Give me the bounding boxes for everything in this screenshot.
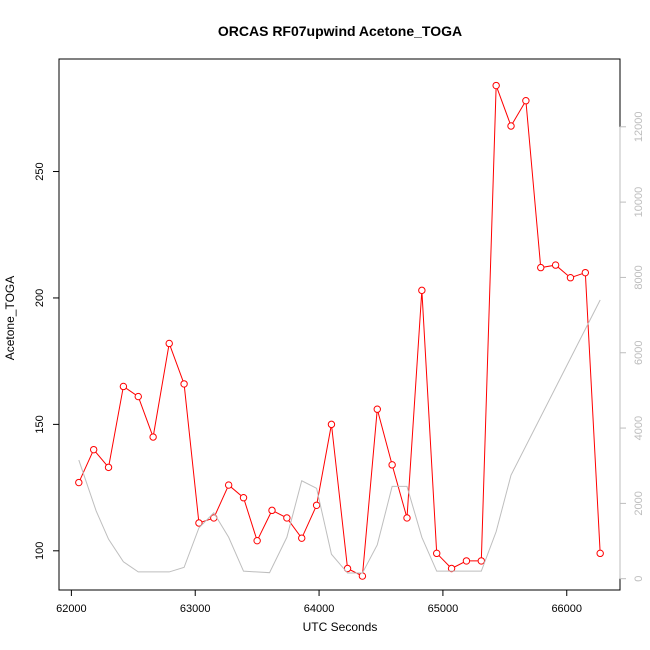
right-axis-tick-label: 4000 xyxy=(633,416,645,440)
data-point xyxy=(388,461,396,469)
primary-series-line xyxy=(78,85,601,577)
x-axis-tick-label: 63000 xyxy=(180,603,211,615)
data-point xyxy=(312,501,321,509)
data-point xyxy=(75,478,83,487)
data-point xyxy=(253,536,261,545)
data-point xyxy=(373,405,381,413)
y-axis-label: Acetone_TOGA xyxy=(3,276,17,361)
left-axis-tick-label: 200 xyxy=(34,289,46,307)
data-point xyxy=(433,549,441,558)
data-point xyxy=(537,263,545,272)
data-point xyxy=(180,380,188,388)
data-point xyxy=(327,420,336,429)
left-axis-tick-label: 150 xyxy=(34,415,46,433)
data-point xyxy=(477,557,485,565)
data-point xyxy=(462,557,471,565)
left-y-axis: 100 150 200 250 xyxy=(34,162,60,560)
data-point xyxy=(149,433,157,441)
data-point xyxy=(298,534,306,542)
data-point xyxy=(283,514,291,522)
data-point xyxy=(104,463,113,472)
x-axis-tick-label: 62000 xyxy=(56,603,87,615)
data-point xyxy=(418,286,426,295)
data-point xyxy=(358,572,367,580)
plot-frame xyxy=(58,58,621,591)
secondary-series-line xyxy=(78,299,601,574)
data-point xyxy=(165,339,173,348)
data-point xyxy=(403,514,411,522)
data-point xyxy=(119,382,128,391)
data-point xyxy=(492,81,500,90)
x-axis-tick-label: 64000 xyxy=(304,603,335,615)
x-axis: 62000 63000 64000 65000 66000 xyxy=(56,589,582,615)
right-axis-tick-label: 8000 xyxy=(633,265,645,289)
data-point xyxy=(268,506,276,515)
chart-title: ORCAS RF07upwind Acetone_TOGA xyxy=(218,23,462,39)
data-point xyxy=(89,445,98,454)
data-point xyxy=(195,519,203,527)
data-point xyxy=(581,268,590,277)
right-axis-tick-label: 0 xyxy=(633,576,645,582)
data-point xyxy=(507,122,515,130)
left-axis-tick-label: 100 xyxy=(34,542,46,560)
x-axis-tick-label: 66000 xyxy=(551,603,582,615)
data-point xyxy=(447,564,456,573)
data-point xyxy=(134,392,142,401)
data-point xyxy=(239,494,248,502)
data-point xyxy=(596,549,604,558)
series-layer xyxy=(75,81,604,580)
data-point xyxy=(522,97,530,105)
right-y-axis: 0 2000 4000 6000 8000 10000 12000 xyxy=(619,111,645,582)
data-point xyxy=(343,564,352,573)
data-point xyxy=(551,261,560,269)
data-point xyxy=(224,481,233,489)
right-axis-tick-label: 6000 xyxy=(633,341,645,365)
right-axis-tick-label: 10000 xyxy=(633,187,645,218)
right-axis-tick-label: 12000 xyxy=(633,111,645,142)
data-point xyxy=(566,274,575,282)
x-axis-tick-label: 65000 xyxy=(428,603,459,615)
right-axis-tick-label: 2000 xyxy=(633,491,645,515)
left-axis-tick-label: 250 xyxy=(34,162,46,180)
x-axis-label: UTC Seconds xyxy=(303,620,378,634)
